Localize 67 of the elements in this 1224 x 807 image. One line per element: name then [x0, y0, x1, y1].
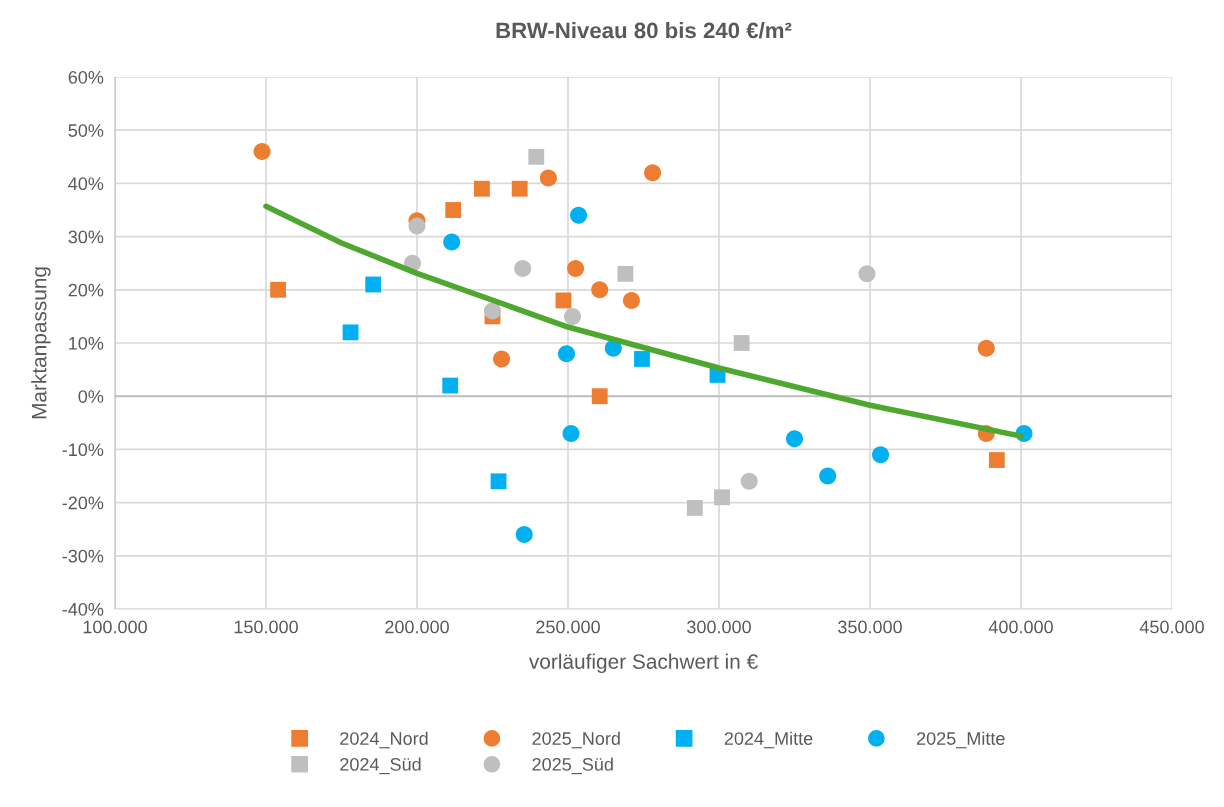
- x-tick-label: 150.000: [234, 620, 298, 634]
- legend-label: 2024_Mitte: [724, 731, 813, 749]
- point: [539, 169, 557, 187]
- point: [515, 526, 533, 544]
- point: [819, 467, 837, 485]
- x-tick-label: 300.000: [687, 620, 751, 634]
- point: [555, 292, 572, 309]
- x-tick-label: 200.000: [385, 620, 449, 634]
- point: [557, 345, 575, 363]
- point: [644, 164, 662, 182]
- point: [740, 472, 758, 490]
- legend-label: 2025_Mitte: [917, 731, 1005, 749]
- x-axis-title: vorläufiger Sachwert in €: [528, 653, 758, 674]
- point: [977, 339, 995, 357]
- x-tick-label: 100.000: [83, 620, 147, 634]
- point: [634, 351, 650, 367]
- point: [714, 489, 730, 506]
- legend-label: 2024_Nord: [340, 731, 428, 749]
- y-axis-title: Marktanpassung: [31, 267, 51, 419]
- point: [342, 324, 359, 341]
- point: [622, 291, 640, 309]
- y-tick-label: -10%: [62, 443, 104, 457]
- point: [483, 302, 502, 320]
- point: [442, 377, 459, 394]
- point: [686, 500, 703, 516]
- y-tick-label: 50%: [68, 124, 104, 137]
- y-tick-label: 60%: [68, 70, 104, 84]
- y-tick-label: 20%: [68, 283, 104, 297]
- point: [858, 265, 876, 283]
- y-tick-label: -40%: [62, 602, 104, 616]
- point: [445, 202, 462, 218]
- point: [617, 265, 634, 282]
- point: [733, 335, 750, 351]
- x-tick-label: 400.000: [988, 620, 1053, 634]
- point: [511, 180, 528, 197]
- x-tick-label: 350.000: [838, 620, 902, 634]
- chart-title: BRW-Niveau 80 bis 240 €/m²: [496, 22, 792, 39]
- legend-label: 2024_Süd: [340, 757, 421, 775]
- point: [493, 350, 511, 368]
- point: [253, 142, 271, 160]
- point: [408, 217, 426, 235]
- y-tick-label: 0%: [78, 390, 104, 403]
- point: [490, 473, 507, 490]
- point: [872, 446, 890, 464]
- point: [988, 452, 1005, 468]
- x-tick-label: 250.000: [536, 620, 600, 634]
- point: [564, 307, 582, 325]
- point: [270, 281, 286, 298]
- point: [591, 388, 608, 405]
- y-tick-label: 10%: [69, 336, 104, 350]
- y-tick-label: -20%: [62, 496, 104, 510]
- point: [591, 281, 609, 299]
- x-tick-label: 450.000: [1139, 620, 1204, 634]
- legend-label: 2025_Nord: [532, 731, 620, 749]
- point: [785, 430, 804, 448]
- point: [474, 180, 490, 197]
- point: [514, 260, 532, 278]
- y-tick-label: 30%: [68, 230, 104, 244]
- y-tick-label: 40%: [68, 177, 104, 191]
- point: [570, 206, 588, 224]
- point: [528, 148, 545, 165]
- point: [365, 276, 382, 293]
- point: [443, 233, 461, 251]
- point: [562, 424, 580, 442]
- y-tick-label: -30%: [62, 549, 104, 563]
- point: [567, 260, 585, 278]
- legend-label: 2025_Süd: [532, 757, 613, 775]
